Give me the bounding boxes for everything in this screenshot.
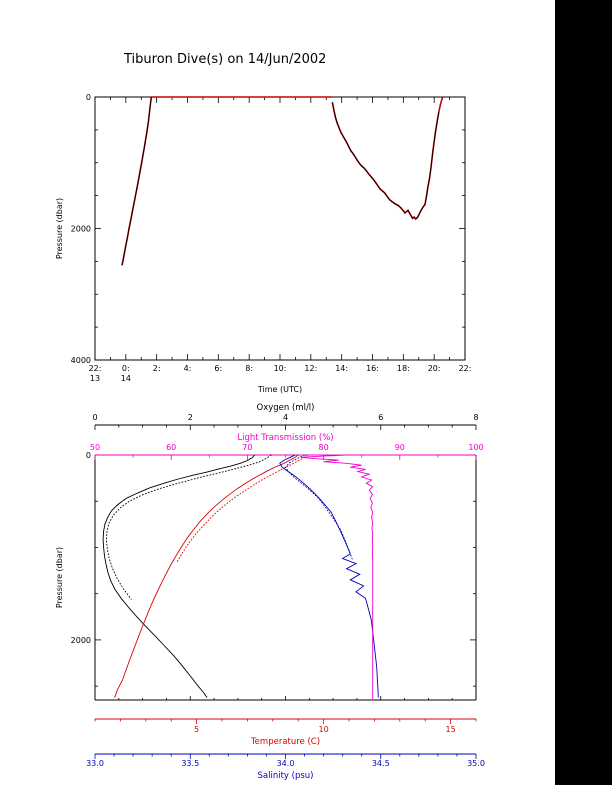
salinity-tick-label: 34.0 bbox=[277, 759, 295, 768]
dive-time-plot: 22:130:142: 4: 6: 8: 10: 12: 14: 16: 18: 20: 22:Ti… bbox=[55, 93, 471, 394]
time-axis-ticks bbox=[94, 97, 466, 360]
time-tick-label: 16: bbox=[366, 364, 379, 373]
profile-pressure-ticks bbox=[95, 454, 476, 687]
profile-pressure-tick-label: 2000 bbox=[71, 636, 91, 645]
pressure-axis-title: Pressure (dbar) bbox=[55, 198, 64, 259]
oxygen-axis: 0 2 4 6 8 Oxygen (ml/l) bbox=[92, 403, 479, 430]
light-tick-label: 60 bbox=[166, 443, 176, 452]
time-tick-label: 0: bbox=[122, 364, 130, 373]
track-red bbox=[438, 96, 444, 113]
time-tick-label: 6: bbox=[214, 364, 222, 373]
time-tick-day-label: 13 bbox=[90, 374, 100, 383]
salinity-tick-label: 34.5 bbox=[372, 759, 390, 768]
track-black-initial-ascent bbox=[121, 96, 152, 266]
oxygen-tick-label: 6 bbox=[378, 413, 383, 422]
time-tick-label: 14: bbox=[335, 364, 348, 373]
time-tick-day-label: 14 bbox=[121, 374, 131, 383]
time-axis-labels: 22:130:142: 4: 6: 8: 10: 12: 14: 16: 18: 20: 22: bbox=[89, 364, 472, 383]
pressure-tick-label: 2000 bbox=[71, 225, 91, 234]
oxygen-downcast bbox=[102, 454, 255, 698]
frame-bottom-ticks bbox=[94, 696, 477, 700]
salinity-tick-label: 33.0 bbox=[86, 759, 104, 768]
track-red bbox=[331, 102, 440, 221]
temperature-axis: 5 10 15 Temperature (C) bbox=[94, 718, 477, 747]
profile-pressure-axis-title: Pressure (dbar) bbox=[55, 547, 64, 608]
pressure-tick-label: 0 bbox=[86, 93, 91, 102]
dive-plot-frame bbox=[94, 96, 466, 361]
pressure-tick-label: 4000 bbox=[71, 356, 91, 365]
oxygen-tick-label: 0 bbox=[92, 413, 97, 422]
temperature-tick-label: 5 bbox=[194, 725, 199, 734]
track-black-dive bbox=[331, 102, 440, 220]
time-tick-label: 20: bbox=[428, 364, 441, 373]
time-axis-title: Time (UTC) bbox=[257, 385, 302, 394]
time-tick-label: 22: bbox=[89, 364, 102, 373]
salinity-axis-title: Salinity (psu) bbox=[258, 771, 314, 781]
oxygen-tick-label: 8 bbox=[473, 413, 478, 422]
salinity-downcast bbox=[279, 454, 379, 698]
pressure-axis-ticks bbox=[95, 96, 465, 361]
profile-pressure-tick-label: 0 bbox=[86, 451, 91, 460]
temperature-upcast bbox=[176, 454, 308, 563]
oxygen-axis-title: Oxygen (ml/l) bbox=[257, 403, 315, 413]
figure-title: Tiburon Dive(s) on 14/Jun/2002 bbox=[124, 52, 327, 67]
temperature-tick-label: 10 bbox=[319, 725, 329, 734]
light-axis: 50 60 70 80 90 100 Light Transmission (%) bbox=[90, 433, 484, 460]
salinity-tick-label: 33.5 bbox=[181, 759, 199, 768]
salinity-axis: 33.0 33.5 34.0 34.5 35.0 Salinity (psu) bbox=[86, 753, 485, 781]
time-tick-label: 8: bbox=[245, 364, 253, 373]
time-tick-label: 2: bbox=[153, 364, 161, 373]
oxygen-tick-label: 2 bbox=[188, 413, 193, 422]
temperature-downcast bbox=[114, 454, 299, 698]
time-tick-label: 10: bbox=[274, 364, 287, 373]
light-tick-label: 70 bbox=[242, 443, 252, 452]
right-black-filler bbox=[555, 0, 612, 785]
time-tick-label: 18: bbox=[397, 364, 410, 373]
oxygen-tick-label: 4 bbox=[283, 413, 288, 422]
temperature-tick-label: 15 bbox=[446, 725, 456, 734]
salinity-upcast bbox=[284, 454, 353, 560]
time-tick-label: 4: bbox=[184, 364, 192, 373]
light-tick-label: 80 bbox=[319, 443, 329, 452]
time-tick-label: 12: bbox=[304, 364, 317, 373]
light-tick-label: 90 bbox=[395, 443, 405, 452]
light-tick-label: 50 bbox=[90, 443, 100, 452]
temperature-axis-title: Temperature (C) bbox=[250, 737, 320, 747]
track-red bbox=[121, 96, 153, 266]
oxygen-upcast bbox=[105, 454, 272, 600]
light-axis-title: Light Transmission (%) bbox=[237, 433, 333, 443]
time-tick-label: 22: bbox=[459, 364, 472, 373]
salinity-tick-label: 35.0 bbox=[467, 759, 485, 768]
light-transmission bbox=[300, 454, 374, 701]
light-tick-label: 100 bbox=[468, 443, 483, 452]
